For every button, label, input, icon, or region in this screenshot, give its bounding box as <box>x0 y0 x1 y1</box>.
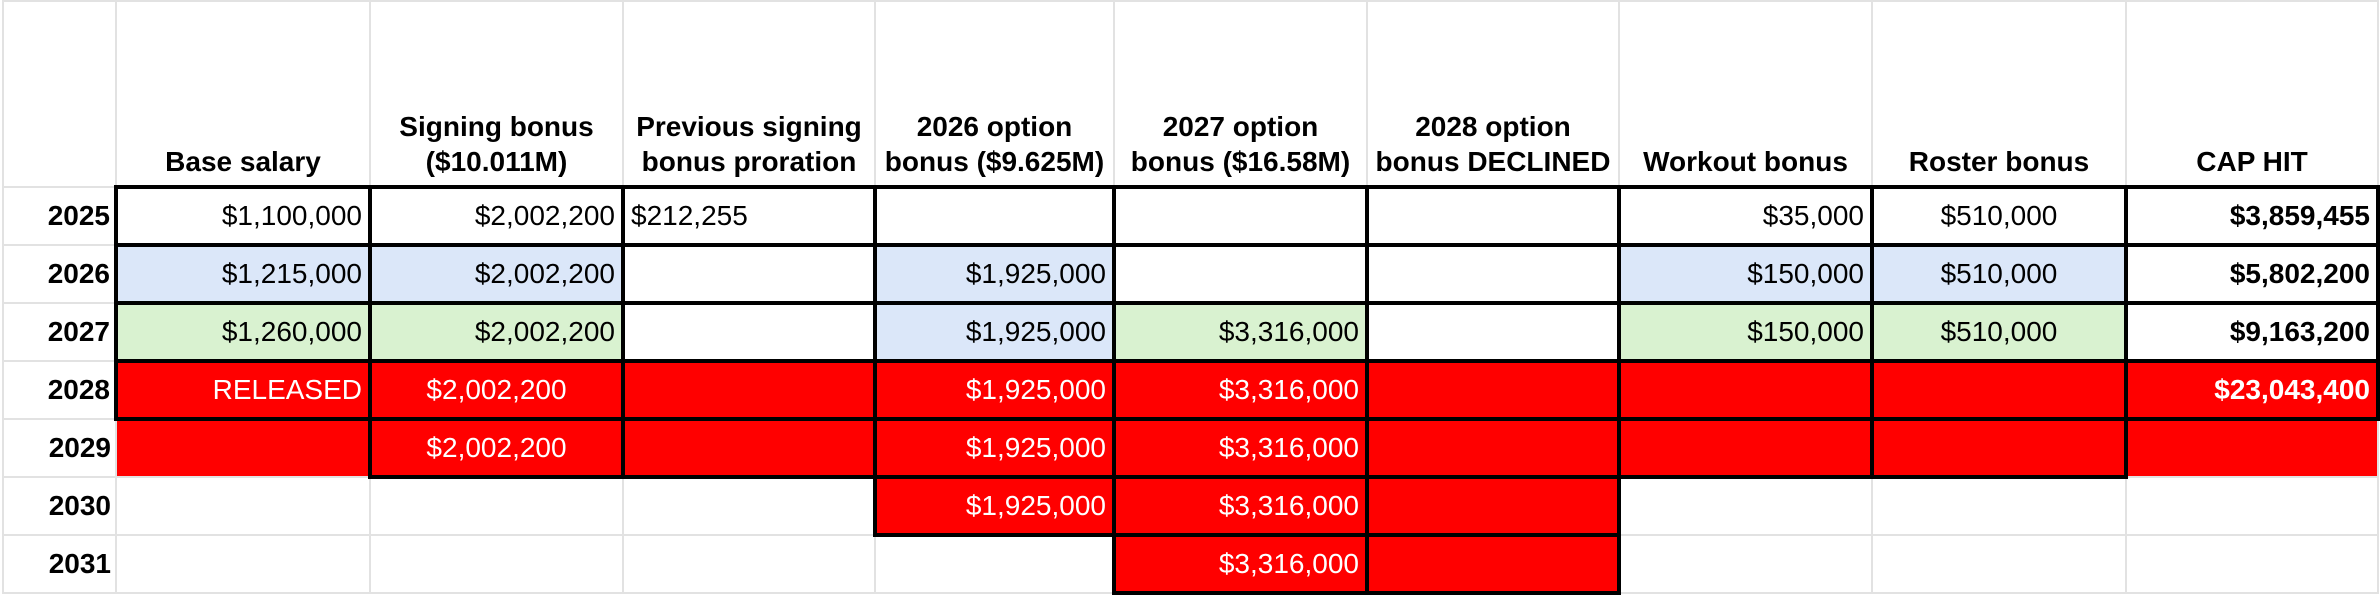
table-cell[interactable] <box>1871 476 2127 536</box>
corner-cell[interactable] <box>2 0 117 188</box>
row-year[interactable]: 2028 <box>2 360 117 420</box>
table-cell[interactable]: $212,255 <box>621 185 877 247</box>
row-year[interactable]: 2026 <box>2 244 117 304</box>
table-cell[interactable] <box>115 534 371 594</box>
table-cell[interactable]: $1,260,000 <box>114 301 372 363</box>
table-cell[interactable]: $1,925,000 <box>873 475 1116 537</box>
table-cell[interactable]: $2,002,200 <box>368 359 625 421</box>
table-cell[interactable]: $2,002,200 <box>368 301 625 363</box>
table-cell[interactable]: $3,316,000 <box>1112 301 1369 363</box>
table-cell[interactable]: $2,002,200 <box>368 185 625 247</box>
table-cell[interactable] <box>1870 359 2128 421</box>
column-header[interactable]: Workout bonus <box>1618 0 1873 188</box>
table-row: 2025 $1,100,000 $2,002,200 $212,255 $35,000 $… <box>2 185 2380 247</box>
table-cell[interactable] <box>621 243 877 305</box>
table-cell[interactable] <box>1617 417 1874 479</box>
row-year[interactable]: 2029 <box>2 418 117 478</box>
table-cell[interactable] <box>1618 534 1873 594</box>
table-cell[interactable] <box>874 534 1115 594</box>
table-cell[interactable] <box>1365 301 1621 363</box>
table-cell[interactable] <box>1365 243 1621 305</box>
table-cell[interactable]: $510,000 <box>1870 185 2128 247</box>
table-cell[interactable] <box>115 476 371 536</box>
table-cell[interactable]: $1,215,000 <box>114 243 372 305</box>
table-cell[interactable] <box>1365 185 1621 247</box>
table-cell[interactable] <box>621 301 877 363</box>
table-cell[interactable] <box>873 185 1116 247</box>
table-cell[interactable] <box>1365 417 1621 479</box>
table-cell[interactable]: $3,316,000 <box>1112 533 1369 595</box>
table-cell[interactable]: $1,925,000 <box>873 359 1116 421</box>
table-cell[interactable] <box>1365 359 1621 421</box>
table-cell[interactable] <box>1365 533 1621 595</box>
column-header[interactable]: Previous signing bonus proration <box>622 0 876 188</box>
column-header[interactable]: Base salary <box>115 0 371 188</box>
table-cell[interactable] <box>115 418 371 478</box>
table-cell[interactable]: $5,802,200 <box>2124 243 2380 305</box>
table-cell[interactable]: $2,002,200 <box>368 243 625 305</box>
table-row: 2031 $3,316,000 <box>2 533 2379 595</box>
header-row: Base salary Signing bonus ($10.011M) Previ… <box>2 0 2379 188</box>
table-cell[interactable]: $23,043,400 <box>2124 359 2380 421</box>
table-cell[interactable]: $1,925,000 <box>873 243 1116 305</box>
row-year[interactable]: 2031 <box>2 534 117 594</box>
column-header[interactable]: 2027 option bonus ($16.58M) <box>1113 0 1368 188</box>
table-cell[interactable] <box>1617 359 1874 421</box>
table-cell[interactable] <box>622 476 876 536</box>
table-cell[interactable] <box>621 359 877 421</box>
table-cell[interactable]: $1,925,000 <box>873 417 1116 479</box>
table-cell[interactable]: $1,100,000 <box>114 185 372 247</box>
column-header[interactable]: 2026 option bonus ($9.625M) <box>874 0 1115 188</box>
table-cell[interactable]: $150,000 <box>1617 243 1874 305</box>
table-cell[interactable]: RELEASED <box>114 359 372 421</box>
table-cell[interactable]: $2,002,200 <box>368 417 625 479</box>
table-cell[interactable] <box>1112 243 1369 305</box>
table-cell[interactable] <box>2125 418 2379 478</box>
row-year[interactable]: 2027 <box>2 302 117 362</box>
table-cell[interactable] <box>621 417 877 479</box>
table-cell[interactable]: $35,000 <box>1617 185 1874 247</box>
table-row: 2028 RELEASED $2,002,200 $1,925,000 $3,316,0… <box>2 359 2380 421</box>
table-cell[interactable]: $3,859,455 <box>2124 185 2380 247</box>
table-cell[interactable]: $510,000 <box>1870 301 2128 363</box>
table-row: 2029 $2,002,200 $1,925,000 $3,316,000 <box>2 417 2379 479</box>
table-cell[interactable] <box>1871 534 2127 594</box>
table-cell[interactable]: $510,000 <box>1870 243 2128 305</box>
table-body: 2025 $1,100,000 $2,002,200 $212,255 $35,000 $… <box>2 185 2380 595</box>
table-cell[interactable]: $3,316,000 <box>1112 417 1369 479</box>
table-cell[interactable] <box>1870 417 2128 479</box>
table-cell[interactable] <box>1112 185 1369 247</box>
table-cell[interactable]: $1,925,000 <box>873 301 1116 363</box>
table-cell[interactable] <box>2125 476 2379 536</box>
table-cell[interactable]: $3,316,000 <box>1112 475 1369 537</box>
table-cell[interactable] <box>1365 475 1621 537</box>
table-cell[interactable] <box>369 476 624 536</box>
column-header[interactable]: Signing bonus ($10.011M) <box>369 0 624 188</box>
table-row: 2026 $1,215,000 $2,002,200 $1,925,000 $150,0… <box>2 243 2380 305</box>
column-header[interactable]: Roster bonus <box>1871 0 2127 188</box>
column-header[interactable]: 2028 option bonus DECLINED <box>1366 0 1620 188</box>
table-cell[interactable] <box>2125 534 2379 594</box>
row-year[interactable]: 2030 <box>2 476 117 536</box>
table-cell[interactable]: $150,000 <box>1617 301 1874 363</box>
table-row: 2030 $1,925,000 $3,316,000 <box>2 475 2379 537</box>
table-cell[interactable]: $3,316,000 <box>1112 359 1369 421</box>
table-row: 2027 $1,260,000 $2,002,200 $1,925,000 $3,316… <box>2 301 2380 363</box>
table-cell[interactable]: $9,163,200 <box>2124 301 2380 363</box>
row-year[interactable]: 2025 <box>2 186 117 246</box>
table-cell[interactable] <box>622 534 876 594</box>
column-header[interactable]: CAP HIT <box>2125 0 2379 188</box>
table-cell[interactable] <box>1618 476 1873 536</box>
table-cell[interactable] <box>369 534 624 594</box>
